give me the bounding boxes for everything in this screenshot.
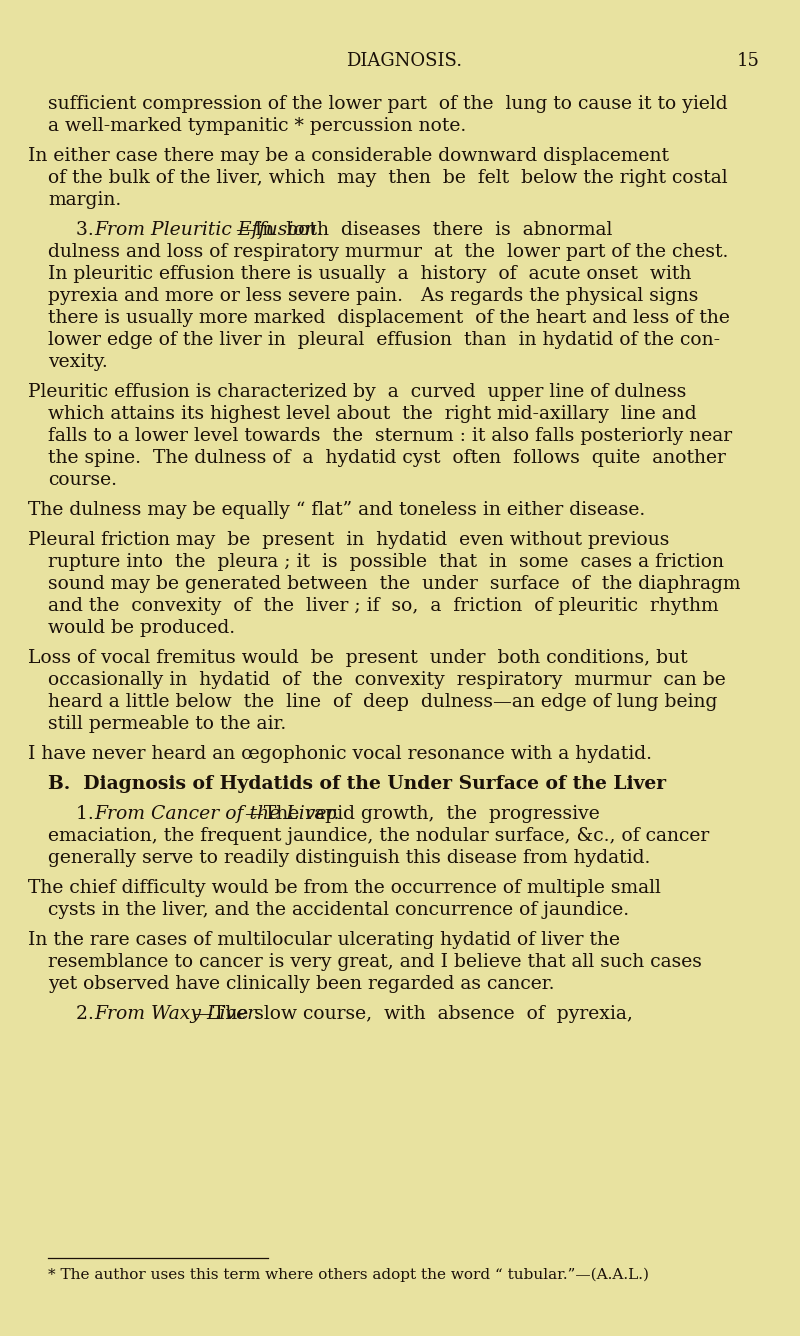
Text: course.: course. [48, 472, 117, 489]
Text: From Pleuritic Effusion.: From Pleuritic Effusion. [94, 220, 322, 239]
Text: dulness and loss of respiratory murmur  at  the  lower part of the chest.: dulness and loss of respiratory murmur a… [48, 243, 728, 261]
Text: and the  convexity  of  the  liver ; if  so,  a  friction  of pleuritic  rhythm: and the convexity of the liver ; if so, … [48, 597, 718, 615]
Text: emaciation, the frequent jaundice, the nodular surface, &c., of cancer: emaciation, the frequent jaundice, the n… [48, 827, 710, 844]
Text: the spine.  The dulness of  a  hydatid cyst  often  follows  quite  another: the spine. The dulness of a hydatid cyst… [48, 449, 726, 468]
Text: 3.: 3. [76, 220, 100, 239]
Text: From Cancer of the Liver.: From Cancer of the Liver. [94, 806, 339, 823]
Text: * The author uses this term where others adopt the word “ tubular.”—(A.A.L.): * The author uses this term where others… [48, 1268, 649, 1283]
Text: still permeable to the air.: still permeable to the air. [48, 715, 286, 733]
Text: 15: 15 [737, 52, 760, 69]
Text: resemblance to cancer is very great, and I believe that all such cases: resemblance to cancer is very great, and… [48, 953, 702, 971]
Text: In pleuritic effusion there is usually  a  history  of  acute onset  with: In pleuritic effusion there is usually a… [48, 265, 691, 283]
Text: which attains its highest level about  the  right mid-axillary  line and: which attains its highest level about th… [48, 405, 697, 424]
Text: Loss of vocal fremitus would  be  present  under  both conditions, but: Loss of vocal fremitus would be present … [28, 649, 688, 667]
Text: yet observed have clinically been regarded as cancer.: yet observed have clinically been regard… [48, 975, 554, 993]
Text: there is usually more marked  displacement  of the heart and less of the: there is usually more marked displacemen… [48, 309, 730, 327]
Text: 1.: 1. [76, 806, 100, 823]
Text: B.  Diagnosis of Hydatids of the Under Surface of the Liver: B. Diagnosis of Hydatids of the Under Su… [48, 775, 666, 794]
Text: falls to a lower level towards  the  sternum : it also falls posteriorly near: falls to a lower level towards the stern… [48, 428, 732, 445]
Text: would be produced.: would be produced. [48, 619, 235, 637]
Text: Pleural friction may  be  present  in  hydatid  even without previous: Pleural friction may be present in hydat… [28, 530, 670, 549]
Text: occasionally in  hydatid  of  the  convexity  respiratory  murmur  can be: occasionally in hydatid of the convexity… [48, 671, 726, 689]
Text: rupture into  the  pleura ; it  is  possible  that  in  some  cases a friction: rupture into the pleura ; it is possible… [48, 553, 724, 570]
Text: generally serve to readily distinguish this disease from hydatid.: generally serve to readily distinguish t… [48, 848, 650, 867]
Text: Pleuritic effusion is characterized by  a  curved  upper line of dulness: Pleuritic effusion is characterized by a… [28, 383, 686, 401]
Text: DIAGNOSIS.: DIAGNOSIS. [346, 52, 462, 69]
Text: —In  both  diseases  there  is  abnormal: —In both diseases there is abnormal [236, 220, 612, 239]
Text: vexity.: vexity. [48, 353, 108, 371]
Text: pyrexia and more or less severe pain.   As regards the physical signs: pyrexia and more or less severe pain. As… [48, 287, 698, 305]
Text: In either case there may be a considerable downward displacement: In either case there may be a considerab… [28, 147, 669, 166]
Text: lower edge of the liver in  pleural  effusion  than  in hydatid of the con-: lower edge of the liver in pleural effus… [48, 331, 720, 349]
Text: —The slow course,  with  absence  of  pyrexia,: —The slow course, with absence of pyrexi… [194, 1005, 633, 1023]
Text: The chief difficulty would be from the occurrence of multiple small: The chief difficulty would be from the o… [28, 879, 661, 896]
Text: I have never heard an œgophonic vocal resonance with a hydatid.: I have never heard an œgophonic vocal re… [28, 745, 652, 763]
Text: sufficient compression of the lower part  of the  lung to cause it to yield: sufficient compression of the lower part… [48, 95, 728, 114]
Text: heard a little below  the  line  of  deep  dulness—an edge of lung being: heard a little below the line of deep du… [48, 693, 718, 711]
Text: From Waxy Liver.: From Waxy Liver. [94, 1005, 260, 1023]
Text: margin.: margin. [48, 191, 122, 208]
Text: 2.: 2. [76, 1005, 100, 1023]
Text: —The rapid growth,  the  progressive: —The rapid growth, the progressive [245, 806, 600, 823]
Text: The dulness may be equally “ flat” and toneless in either disease.: The dulness may be equally “ flat” and t… [28, 501, 646, 518]
Text: In the rare cases of multilocular ulcerating hydatid of liver the: In the rare cases of multilocular ulcera… [28, 931, 620, 949]
Text: of the bulk of the liver, which  may  then  be  felt  below the right costal: of the bulk of the liver, which may then… [48, 168, 728, 187]
Text: a well-marked tympanitic * percussion note.: a well-marked tympanitic * percussion no… [48, 118, 466, 135]
Text: cysts in the liver, and the accidental concurrence of jaundice.: cysts in the liver, and the accidental c… [48, 900, 629, 919]
Text: sound may be generated between  the  under  surface  of  the diaphragm: sound may be generated between the under… [48, 574, 741, 593]
